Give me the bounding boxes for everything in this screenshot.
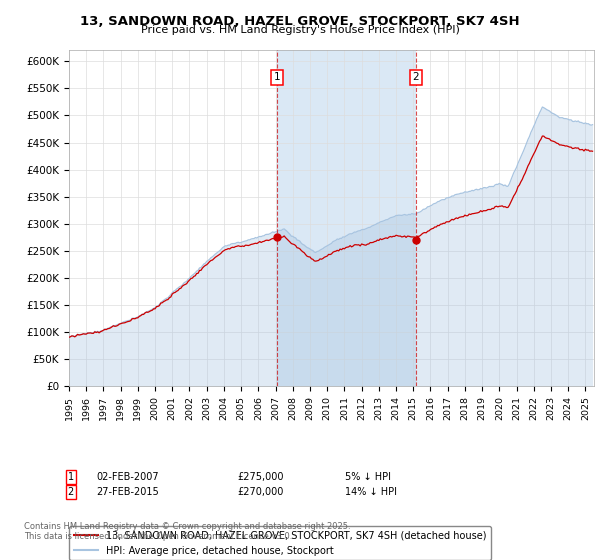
Text: 27-FEB-2015: 27-FEB-2015 <box>96 487 159 497</box>
Text: 5% ↓ HPI: 5% ↓ HPI <box>345 472 391 482</box>
Bar <box>277 50 416 386</box>
Text: 2: 2 <box>68 487 74 497</box>
Text: Contains HM Land Registry data © Crown copyright and database right 2025.
This d: Contains HM Land Registry data © Crown c… <box>24 522 350 542</box>
Text: 02-FEB-2007: 02-FEB-2007 <box>96 472 158 482</box>
Text: 14% ↓ HPI: 14% ↓ HPI <box>345 487 397 497</box>
Text: Price paid vs. HM Land Registry's House Price Index (HPI): Price paid vs. HM Land Registry's House … <box>140 25 460 35</box>
Legend: 13, SANDOWN ROAD, HAZEL GROVE, STOCKPORT, SK7 4SH (detached house), HPI: Average: 13, SANDOWN ROAD, HAZEL GROVE, STOCKPORT… <box>69 526 491 560</box>
Text: 13, SANDOWN ROAD, HAZEL GROVE, STOCKPORT, SK7 4SH: 13, SANDOWN ROAD, HAZEL GROVE, STOCKPORT… <box>80 15 520 28</box>
Text: 2: 2 <box>413 72 419 82</box>
Text: 1: 1 <box>68 472 74 482</box>
Text: £275,000: £275,000 <box>237 472 284 482</box>
Text: 1: 1 <box>274 72 280 82</box>
Text: £270,000: £270,000 <box>237 487 283 497</box>
